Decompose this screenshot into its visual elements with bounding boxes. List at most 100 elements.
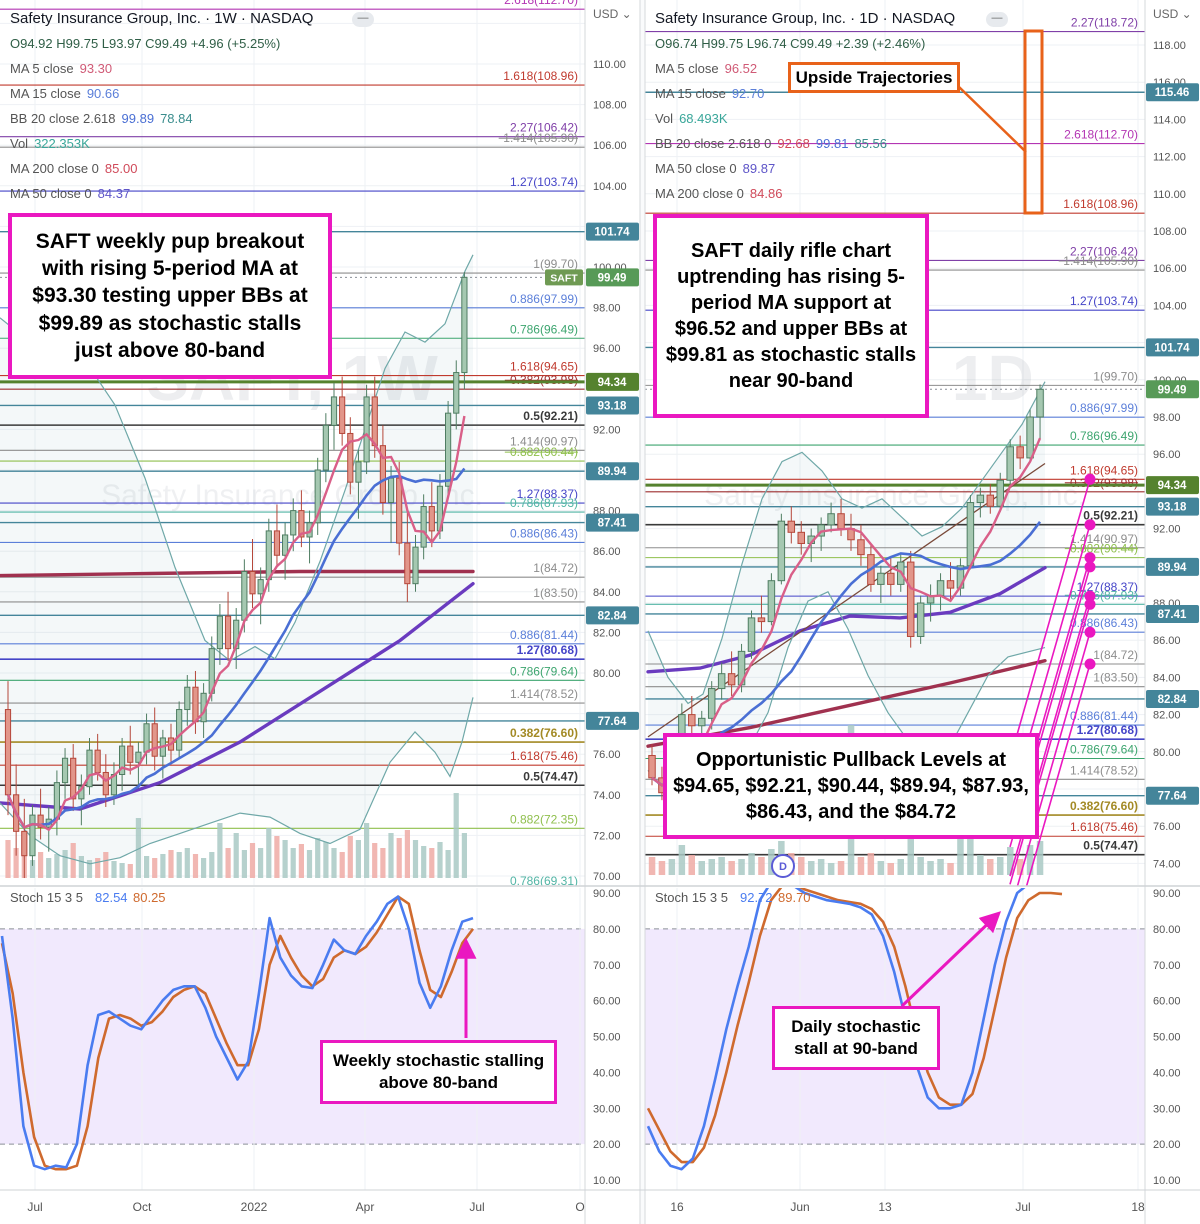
volume-bar [78, 856, 84, 878]
fib-level-label: 1.618(94.65) [510, 360, 578, 374]
candle-body [176, 709, 183, 751]
volume-bar [46, 858, 52, 878]
pullback-level-dot[interactable] [1084, 658, 1096, 670]
indicator-row: MA 15 close 92.70 [655, 81, 955, 106]
indicator-row: MA 50 close 0 84.37 [10, 181, 313, 206]
indicator-row: Vol 322.353K [10, 131, 313, 156]
price-badge [1146, 497, 1199, 516]
fib-level-label: 0.5(92.21) [1083, 509, 1138, 523]
price-badge-value: 101.74 [1154, 342, 1190, 354]
indicator-row: MA 5 close 96.52 [655, 56, 955, 81]
price-axis: USD ⌄118.00116.00114.00112.00110.00108.0… [1144, 0, 1200, 1224]
volume-bar [266, 828, 272, 878]
pullback-level-dot[interactable] [1084, 473, 1096, 485]
x-axis-label: Apr [356, 1200, 375, 1214]
candle-body [777, 520, 786, 582]
volume-bar [748, 853, 755, 875]
candle-body [946, 580, 955, 589]
volume-bar [708, 859, 715, 875]
left-collapse-legend-button[interactable]: — [352, 12, 374, 27]
stoch-legend: Stoch 15 3 5 82.54 80.25 [10, 890, 166, 905]
price-badge [1146, 83, 1199, 102]
price-badge [586, 513, 639, 532]
weekly-stoch-annotation[interactable]: Weekly stochastic stalling above 80-band [320, 1040, 557, 1104]
price-badge-value: 82.84 [598, 610, 627, 622]
volume-bar [421, 846, 427, 878]
fib-level-label: 1.618(108.96) [1063, 197, 1138, 211]
indicator-value: 92.68 [777, 136, 810, 151]
indicator-value: 92.70 [731, 86, 765, 101]
volume-bar [119, 863, 125, 878]
volume-bar [54, 854, 60, 878]
candle-body [966, 502, 975, 567]
indicator-row: MA 50 close 0 89.87 [655, 156, 955, 181]
price-tick-label: 106.00 [1153, 263, 1187, 275]
volume-bar [688, 855, 695, 875]
stoch-tick-label: 70.00 [1153, 960, 1181, 972]
pullback-level-dot[interactable] [1084, 598, 1096, 610]
pullback-level-dot[interactable] [1084, 626, 1096, 638]
volume-bar [241, 850, 247, 878]
volume-bar [668, 859, 676, 875]
price-badge-value: 77.64 [598, 716, 627, 728]
indicator-value: 68.493K [679, 111, 728, 126]
volume-bar [738, 859, 745, 875]
price-tick-label: 80.00 [1153, 747, 1181, 759]
candle-body [119, 745, 126, 776]
candle-body [37, 814, 44, 828]
price-pane: SAFT, 1WSafety Insurance Group, Inc.2.61… [0, 0, 585, 886]
candle-body [151, 723, 158, 757]
candle-body [387, 477, 395, 503]
price-tick-label: 96.00 [593, 343, 621, 355]
volume-bar [817, 859, 825, 875]
pullback-level-dot[interactable] [1084, 552, 1096, 564]
fib-level-label: 1.618(75.46) [510, 749, 578, 763]
pane-divider[interactable] [640, 0, 645, 1224]
pullback-level-dot[interactable] [1084, 519, 1096, 531]
fib-level-label: 0.5(92.21) [523, 409, 578, 423]
dividend-marker[interactable] [771, 854, 795, 878]
pullback-levels-annotation[interactable]: Opportunistic Pullback Levels at $94.65,… [663, 733, 1039, 839]
fib-level-label: 0.882(72.35) [510, 812, 578, 826]
volume-bar [201, 858, 207, 878]
price-axis: USD ⌄110.00108.00106.00104.00100.0098.00… [545, 0, 640, 1224]
x-axis-label: 13 [878, 1200, 892, 1214]
volume-bar [176, 852, 182, 878]
fib-level-label: 0.382(76.60) [1070, 799, 1138, 813]
volume-bar [1026, 845, 1034, 875]
price-tick-label: 84.00 [593, 587, 621, 599]
x-axis-label: Oct [133, 1200, 152, 1214]
volume-bar [997, 857, 1004, 875]
candle-body [363, 396, 370, 463]
pullback-level-dot[interactable] [1084, 561, 1096, 573]
price-badge-value: 89.94 [1158, 562, 1187, 574]
upside-connector-line [957, 85, 1027, 153]
fib-level-label: 0.886(97.99) [1070, 401, 1138, 415]
currency-dropdown[interactable]: USD ⌄ [1153, 7, 1192, 21]
volume-bar [437, 842, 443, 878]
daily-uptrend-annotation[interactable]: SAFT daily rifle chart uptrending has ri… [653, 214, 929, 418]
daily-stoch-annotation[interactable]: Daily stochastic stall at 90-band [772, 1006, 940, 1070]
symbol-tag-label: SAFT [550, 272, 578, 284]
price-badge-value: 93.18 [1158, 502, 1187, 514]
fib-level-label: 1(84.72) [533, 561, 578, 575]
volume-bar [728, 861, 735, 875]
weekly-breakout-annotation[interactable]: SAFT weekly pup breakout with rising 5-p… [8, 213, 332, 379]
fib-level-label: 0.5(74.47) [1083, 839, 1138, 853]
ma200-line [0, 569, 475, 578]
pullback-level-dot[interactable] [1084, 590, 1096, 602]
volume-bar [209, 852, 215, 878]
upside-trajectories-label[interactable]: Upside Trajectories [788, 62, 960, 93]
indicator-label: MA 15 close [655, 86, 726, 101]
currency-dropdown[interactable]: USD ⌄ [593, 7, 632, 21]
candle-body [827, 513, 835, 526]
candle-body [273, 530, 281, 556]
price-badge [586, 372, 639, 391]
upside-target-rectangle[interactable] [1023, 29, 1044, 215]
volume-bar [798, 857, 805, 875]
fib-level-label: 1(99.70) [1093, 369, 1138, 383]
volume-bar [233, 833, 239, 878]
bollinger-upper [647, 381, 1046, 705]
right-collapse-legend-button[interactable]: — [986, 12, 1008, 27]
